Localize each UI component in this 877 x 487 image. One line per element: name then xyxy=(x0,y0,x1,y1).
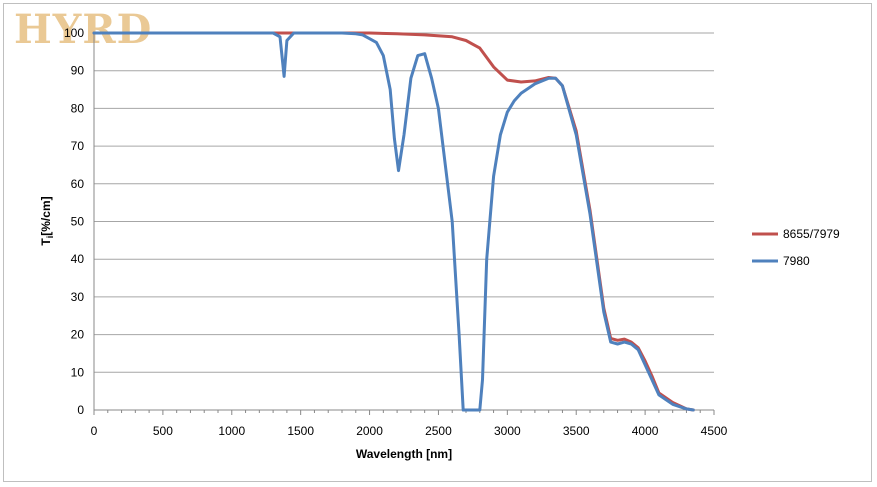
x-tick-labels: 0 500 1000 1500 2000 2500 3000 3500 4000 4500 xyxy=(91,424,728,438)
x-tick-label: 4000 xyxy=(632,424,659,438)
legend: 8655/7979 7980 xyxy=(752,227,840,268)
watermark-logo: HYRD xyxy=(14,6,153,53)
x-tick-label: 2000 xyxy=(356,424,383,438)
x-tick-label: 1000 xyxy=(218,424,245,438)
x-tick-label: 3500 xyxy=(563,424,590,438)
legend-label-0: 8655/7979 xyxy=(783,227,840,241)
x-tick-label: 500 xyxy=(153,424,173,438)
y-tick-label: 0 xyxy=(77,403,84,417)
x-tick-label: 2500 xyxy=(425,424,452,438)
y-axis-title: Ti[%/cm] xyxy=(39,196,55,245)
y-tick-label: 50 xyxy=(71,215,85,229)
y-tick-label: 80 xyxy=(71,101,85,115)
y-tick-labels: 0 10 20 30 40 50 60 70 80 90 100 xyxy=(64,26,84,417)
legend-label-1: 7980 xyxy=(783,254,810,268)
x-tick-label: 4500 xyxy=(701,424,728,438)
y-tick-label: 100 xyxy=(64,26,84,40)
y-axis-title-unit: [%/cm] xyxy=(39,196,53,235)
series-lines xyxy=(92,31,695,412)
y-axis-title-main: T xyxy=(39,238,53,246)
x-tick-label: 3000 xyxy=(494,424,521,438)
y-tick-label: 40 xyxy=(71,252,85,266)
chart-frame xyxy=(3,3,872,482)
y-axis-title-sub: i xyxy=(45,236,55,239)
x-tick-label: 1500 xyxy=(287,424,314,438)
series-line-1 xyxy=(92,31,695,412)
gridlines xyxy=(94,32,714,373)
y-tick-label: 10 xyxy=(71,365,85,379)
y-tick-label: 70 xyxy=(71,139,85,153)
x-tick-label: 0 xyxy=(91,424,98,438)
y-tick-label: 90 xyxy=(71,64,85,78)
y-tick-label: 30 xyxy=(71,290,85,304)
y-tick-label: 60 xyxy=(71,177,85,191)
axes xyxy=(93,33,715,415)
y-tick-label: 20 xyxy=(71,328,85,342)
x-axis-title: Wavelength [nm] xyxy=(356,447,452,461)
